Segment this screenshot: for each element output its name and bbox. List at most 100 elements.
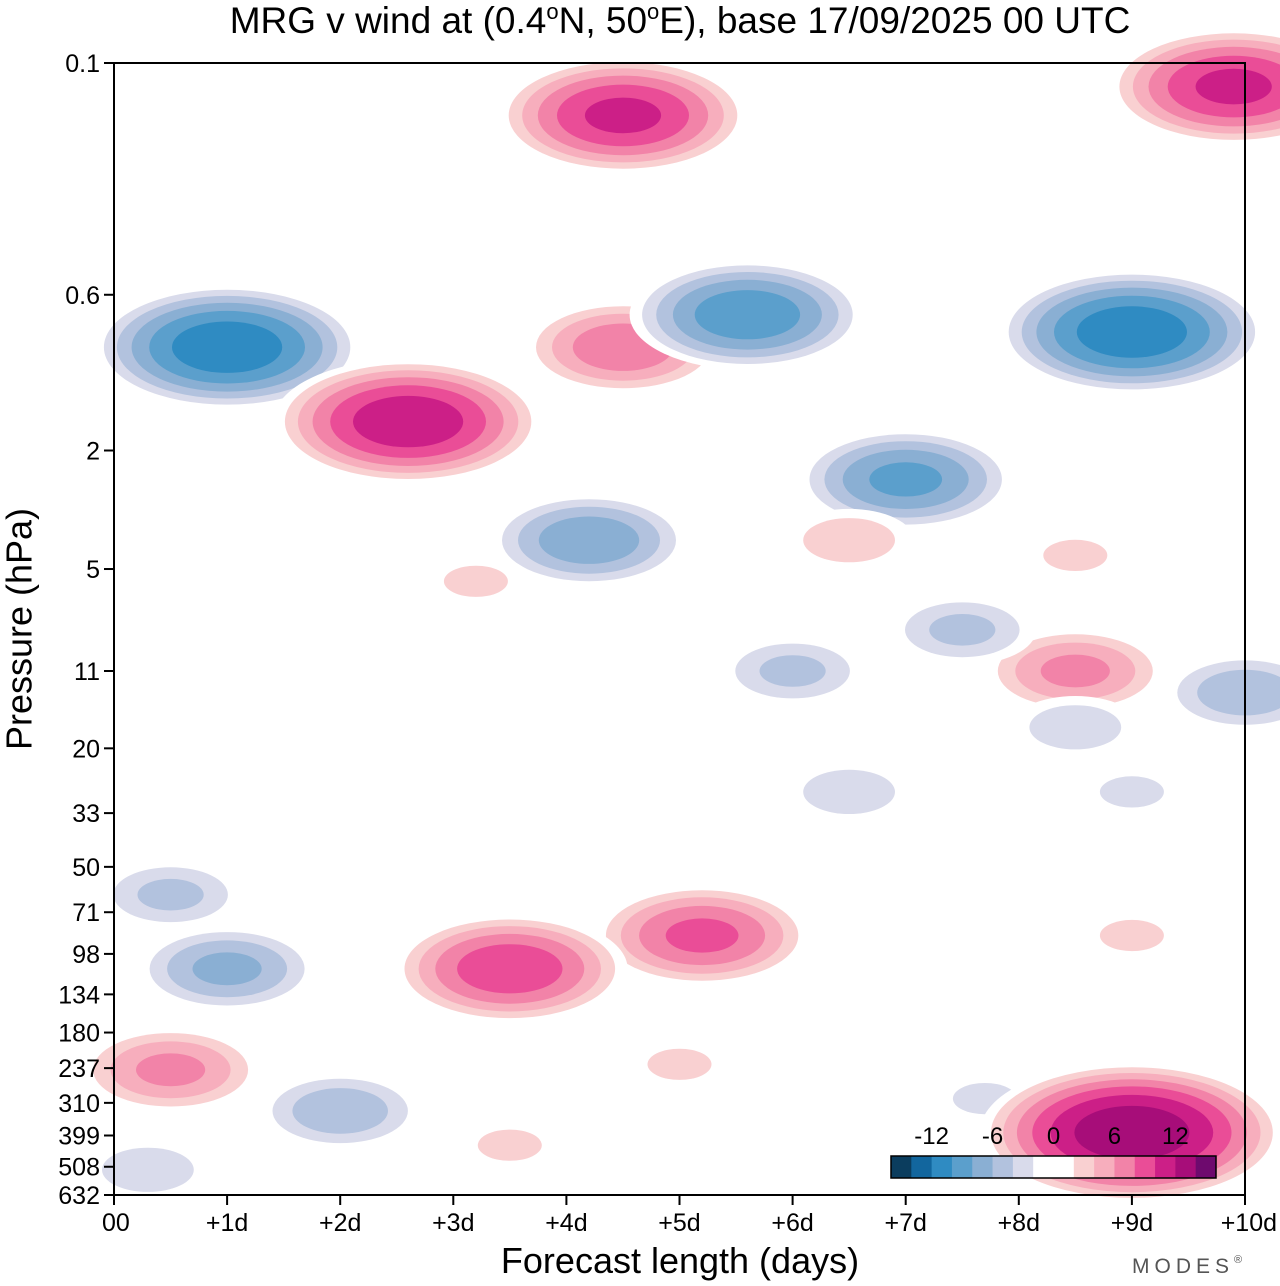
contour-band <box>1076 306 1187 358</box>
contour-band <box>136 1053 206 1087</box>
title-suffix: E), base 17/09/2025 00 UTC <box>659 0 1130 41</box>
colorbar-label: 12 <box>1162 1123 1189 1150</box>
y-tick-label: 20 <box>72 735 100 763</box>
y-tick-label: 71 <box>72 899 100 927</box>
field-feature-33 <box>979 1062 1280 1204</box>
colorbar-swatch <box>911 1156 933 1178</box>
colorbar-swatch <box>1155 1156 1176 1178</box>
field-feature-6 <box>796 428 1015 531</box>
x-tick-label: +7d <box>884 1209 926 1237</box>
colorbar-swatch <box>1094 1156 1115 1178</box>
y-tick-label: 33 <box>72 800 100 828</box>
contour-band <box>125 471 216 517</box>
field-feature-4 <box>488 492 690 588</box>
contour-band <box>1195 68 1272 105</box>
colorbar-label: 0 <box>1047 1123 1060 1150</box>
colorbar-swatch <box>1195 1156 1217 1178</box>
contour-band <box>928 905 1019 951</box>
colorbar-swatch <box>992 1156 1014 1178</box>
contour-band <box>1197 669 1280 716</box>
contour-band <box>690 1152 782 1198</box>
contour-band <box>1043 539 1108 572</box>
colorbar-swatch <box>1073 1156 1095 1178</box>
x-tick-label: +3d <box>432 1209 474 1237</box>
field-feature-0 <box>92 284 363 411</box>
contour-band <box>869 462 943 497</box>
brand-mark: ® <box>1234 1254 1247 1266</box>
y-tick-label: 0.1 <box>65 50 100 78</box>
y-tick-label: 180 <box>58 1020 100 1048</box>
title-degree-1: o <box>546 0 558 24</box>
x-tick-label: +5d <box>658 1209 700 1237</box>
field-feature-29 <box>257 1071 424 1151</box>
contour-band <box>457 944 563 994</box>
brand-logo: MODES® <box>1132 1254 1247 1278</box>
title-middle: N, 50 <box>559 0 647 41</box>
field-feature-2 <box>496 56 750 175</box>
contour-band <box>803 518 895 563</box>
title-degree-2: o <box>647 0 659 24</box>
colorbar-label: 6 <box>1108 1123 1121 1150</box>
field-feature-14 <box>888 594 1037 666</box>
field-feature-23 <box>1076 908 1188 963</box>
contour-band <box>353 395 464 448</box>
x-tick-label: +4d <box>545 1209 587 1237</box>
colorbar-swatch <box>1053 1156 1075 1178</box>
field-feature-18 <box>784 760 914 824</box>
y-tick-label: 5 <box>86 556 100 584</box>
x-tick-label: +6d <box>771 1209 813 1237</box>
y-tick-label: 632 <box>58 1182 100 1210</box>
contour-band <box>803 769 895 815</box>
contour-band <box>1099 919 1164 952</box>
field-feature-22 <box>284 862 351 896</box>
contour-band <box>172 321 283 373</box>
y-tick-label: 508 <box>58 1154 100 1182</box>
x-tick-label: +10d <box>1221 1209 1277 1237</box>
y-tick-label: 399 <box>58 1123 100 1151</box>
y-tick-label: 310 <box>58 1090 100 1118</box>
field-feature-24 <box>135 925 319 1013</box>
contour-band <box>292 1088 389 1134</box>
x-tick-label: +2d <box>319 1209 361 1237</box>
field-feature-16 <box>1162 653 1280 732</box>
y-tick-label: 98 <box>72 941 100 969</box>
y-tick-label: 11 <box>74 658 100 686</box>
contour-band <box>584 97 662 134</box>
field-feature-30 <box>83 1138 213 1202</box>
colorbar-swatch <box>951 1156 973 1178</box>
contour-band <box>1074 1105 1190 1160</box>
contour-band <box>665 918 739 953</box>
field-feature-26 <box>928 905 1019 951</box>
y-tick-label: 2 <box>86 437 100 465</box>
colorbar-swatch <box>1134 1156 1156 1178</box>
contour-band <box>1029 705 1122 750</box>
contour-band <box>101 1147 194 1192</box>
contour-band <box>538 516 640 564</box>
field-feature-27 <box>624 1037 735 1092</box>
contour-band <box>477 1129 542 1161</box>
contour-band <box>284 862 351 896</box>
x-tick-label: +8d <box>998 1209 1040 1237</box>
y-axis: 0.1 0.6 2 5 11 20 33 50 71 98 134 180 237 310 399 50863… <box>58 50 114 1210</box>
contour-band <box>192 952 262 986</box>
contour-band <box>694 290 801 340</box>
colorbar-swatch <box>1175 1156 1197 1178</box>
y-tick-label: 50 <box>72 854 100 882</box>
colorbar-label: -6 <box>982 1123 1003 1150</box>
field-feature-9 <box>125 471 216 517</box>
field-feature-21 <box>392 913 628 1024</box>
contour-band <box>929 614 996 646</box>
contour-band <box>137 878 204 911</box>
field-feature-11 <box>784 508 914 572</box>
contour-band <box>759 655 826 687</box>
field-feature-7 <box>996 269 1267 395</box>
colorbar-label: -12 <box>914 1123 949 1150</box>
title-prefix: MRG v wind at (0.4 <box>230 0 547 41</box>
field-feature-12 <box>1019 528 1131 583</box>
colorbar-swatch <box>1114 1156 1136 1178</box>
x-axis-label: Forecast length (days) <box>501 1240 859 1281</box>
y-axis-label: Pressure (hPa) <box>0 508 40 750</box>
field-feature-34 <box>690 1152 782 1198</box>
contour-band <box>647 1048 712 1080</box>
